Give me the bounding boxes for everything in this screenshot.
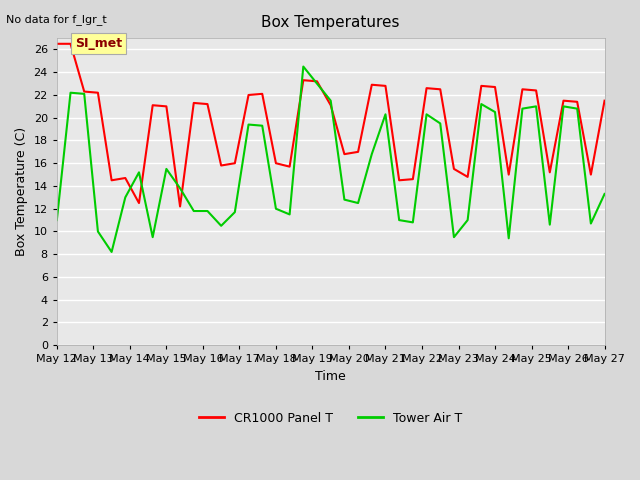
Tower Air T [53,217,61,223]
CR1000 Panel T [81,89,88,95]
CR1000 Panel T [53,41,61,47]
Tower Air T [149,234,157,240]
CR1000 Panel T [518,86,526,92]
CR1000 Panel T [409,176,417,182]
CR1000 Panel T [355,149,362,155]
Tower Air T [546,222,554,228]
Legend: CR1000 Panel T, Tower Air T: CR1000 Panel T, Tower Air T [194,407,467,430]
CR1000 Panel T [122,175,129,181]
Tower Air T [464,217,472,223]
CR1000 Panel T [559,98,567,104]
CR1000 Panel T [272,160,280,166]
CR1000 Panel T [190,100,198,106]
Line: Tower Air T: Tower Air T [57,67,605,252]
Tower Air T [587,221,595,227]
Tower Air T [559,104,567,109]
CR1000 Panel T [546,169,554,175]
Tower Air T [190,208,198,214]
Tower Air T [259,123,266,129]
CR1000 Panel T [149,102,157,108]
Tower Air T [300,64,307,70]
CR1000 Panel T [300,77,307,83]
Tower Air T [477,101,485,107]
CR1000 Panel T [340,151,348,157]
Tower Air T [286,212,294,217]
CR1000 Panel T [587,172,595,178]
CR1000 Panel T [601,98,609,104]
Tower Air T [313,81,321,86]
Text: No data for f_lgr_t: No data for f_lgr_t [6,14,107,25]
Tower Air T [218,223,225,228]
Tower Air T [108,249,115,255]
CR1000 Panel T [381,83,389,89]
Tower Air T [67,90,74,96]
CR1000 Panel T [94,90,102,96]
Tower Air T [436,120,444,126]
CR1000 Panel T [231,160,239,166]
CR1000 Panel T [491,84,499,90]
Tower Air T [396,217,403,223]
Tower Air T [204,208,211,214]
Tower Air T [601,191,609,197]
Tower Air T [135,169,143,175]
CR1000 Panel T [368,82,376,88]
CR1000 Panel T [464,174,472,180]
Tower Air T [272,206,280,212]
Tower Air T [327,98,335,104]
CR1000 Panel T [327,102,335,108]
CR1000 Panel T [244,92,252,98]
CR1000 Panel T [422,85,430,91]
Tower Air T [450,234,458,240]
CR1000 Panel T [286,164,294,169]
Tower Air T [381,111,389,117]
X-axis label: Time: Time [316,370,346,383]
CR1000 Panel T [67,41,74,47]
Tower Air T [244,121,252,127]
Tower Air T [409,219,417,225]
CR1000 Panel T [135,200,143,206]
Tower Air T [340,197,348,203]
CR1000 Panel T [204,101,211,107]
Tower Air T [163,166,170,172]
Y-axis label: Box Temperature (C): Box Temperature (C) [15,127,28,256]
Line: CR1000 Panel T: CR1000 Panel T [57,44,605,206]
CR1000 Panel T [436,86,444,92]
CR1000 Panel T [313,78,321,84]
CR1000 Panel T [505,172,513,178]
Tower Air T [231,209,239,215]
CR1000 Panel T [573,99,581,105]
Tower Air T [422,111,430,117]
Title: Box Temperatures: Box Temperatures [262,15,400,30]
Tower Air T [368,151,376,157]
CR1000 Panel T [218,163,225,168]
CR1000 Panel T [396,178,403,183]
Tower Air T [532,104,540,109]
Text: SI_met: SI_met [75,37,122,50]
CR1000 Panel T [450,166,458,172]
Tower Air T [518,106,526,111]
Tower Air T [94,228,102,234]
Tower Air T [573,106,581,111]
CR1000 Panel T [108,178,115,183]
CR1000 Panel T [259,91,266,97]
Tower Air T [491,109,499,115]
Tower Air T [355,200,362,206]
Tower Air T [176,185,184,191]
Tower Air T [81,91,88,97]
CR1000 Panel T [477,83,485,89]
CR1000 Panel T [532,87,540,93]
Tower Air T [122,194,129,200]
Tower Air T [505,235,513,241]
CR1000 Panel T [176,204,184,209]
CR1000 Panel T [163,104,170,109]
